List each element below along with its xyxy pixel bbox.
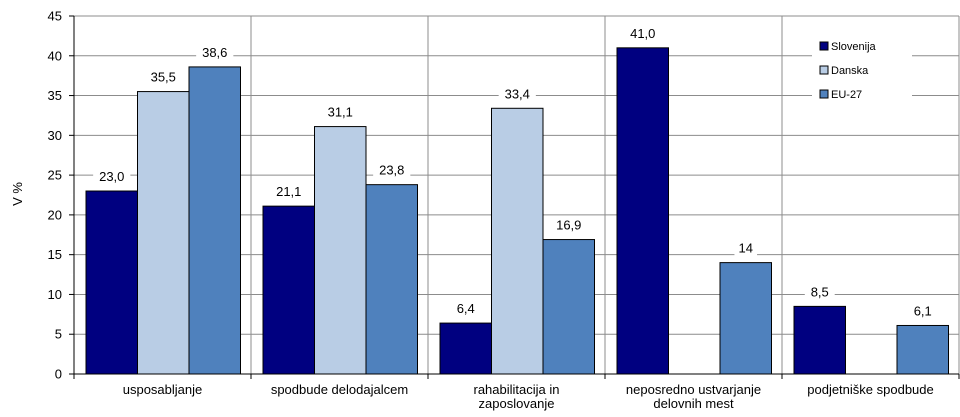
- data-label-bg: [93, 169, 131, 186]
- x-category-label-line: rahabilitacija in: [474, 382, 560, 397]
- bar-slovenija-4: [793, 305, 846, 375]
- x-category-label: usposabljanje: [123, 382, 203, 397]
- data-label-bg: [624, 25, 662, 42]
- bar-eu-27-3: [719, 262, 772, 375]
- legend-swatch-slovenija: [819, 41, 829, 51]
- data-label: 6,1: [914, 303, 932, 318]
- axes: 0 5 10 15 20 25 30 35 40 45 usposabljanje spodbude …: [48, 9, 960, 411]
- data-label: 23,0: [99, 169, 124, 184]
- data-label: 16,9: [556, 218, 581, 233]
- data-label: 14: [739, 241, 753, 256]
- data-label: 21,1: [276, 184, 301, 199]
- data-label: 31,1: [328, 105, 353, 120]
- bar-danska-2: [491, 107, 544, 375]
- x-category-label-line: neposredno ustvarjanje: [626, 382, 761, 397]
- y-tick-label: 25: [48, 168, 62, 183]
- x-category-label-line: spodbude delodajalcem: [271, 382, 408, 397]
- legend-label: Danska: [831, 65, 869, 77]
- data-label-bg: [498, 86, 536, 103]
- legend-label: EU-27: [831, 89, 862, 101]
- x-category-label-line: podjetniške spodbude: [807, 382, 934, 397]
- bar-eu-27-1: [365, 184, 418, 375]
- legend-label: Slovenija: [831, 41, 877, 53]
- bar-slovenija-0: [85, 190, 138, 375]
- bar-danska-0: [137, 91, 190, 375]
- data-label: 33,4: [505, 86, 530, 101]
- bar-slovenija-1: [262, 205, 315, 375]
- data-label-bg: [550, 217, 588, 234]
- x-category-label: podjetniške spodbude: [807, 382, 934, 397]
- y-tick-label: 40: [48, 48, 62, 63]
- data-label-bg: [196, 44, 234, 61]
- data-label: 8,5: [811, 284, 829, 299]
- y-tick-label: 10: [48, 287, 62, 302]
- data-label: 23,8: [379, 163, 404, 178]
- legend-box: [812, 36, 912, 134]
- y-tick-label: 5: [55, 327, 62, 342]
- data-label: 41,0: [630, 26, 655, 41]
- x-category-label: spodbude delodajalcem: [271, 382, 408, 397]
- y-tick-label: 0: [55, 367, 62, 382]
- bar-eu-27-0: [188, 66, 241, 375]
- x-category-label-line: zaposlovanje: [479, 396, 555, 411]
- bar-eu-27-4: [896, 324, 949, 375]
- data-labels: 23,0 21,1 6,4 41,0 8,5 35,5 31,1 33,4 38,6 23,8 16…: [93, 25, 938, 320]
- x-category-label: neposredno ustvarjanje delovnih mest: [626, 382, 761, 411]
- y-tick-label: 45: [48, 9, 62, 24]
- data-label: 38,6: [202, 45, 227, 60]
- y-tick-label: 20: [48, 207, 62, 222]
- x-category-label-line: usposabljanje: [123, 382, 203, 397]
- data-label: 35,5: [151, 70, 176, 85]
- bar-slovenija-3: [616, 47, 669, 375]
- data-label-bg: [373, 162, 411, 179]
- data-label-bg: [907, 303, 938, 320]
- data-label-bg: [734, 240, 758, 257]
- y-tick-label: 15: [48, 247, 62, 262]
- data-label: 6,4: [457, 301, 475, 316]
- data-label-bg: [144, 69, 182, 86]
- y-axis-title: V %: [10, 182, 25, 206]
- x-category-label: rahabilitacija in zaposlovanje: [474, 382, 560, 411]
- data-label-bg: [270, 184, 308, 201]
- bar-eu-27-2: [542, 239, 595, 375]
- bar-slovenija-2: [439, 322, 492, 375]
- bars: [85, 47, 949, 375]
- data-label-bg: [804, 284, 835, 301]
- data-label-bg: [321, 104, 359, 121]
- y-tick-label: 35: [48, 88, 62, 103]
- bar-danska-1: [314, 126, 367, 375]
- x-category-label-line: delovnih mest: [653, 396, 734, 411]
- data-label-bg: [450, 301, 481, 318]
- legend: Slovenija Danska EU-27: [812, 36, 912, 134]
- legend-swatch-eu-27: [819, 89, 829, 99]
- y-tick-label: 30: [48, 128, 62, 143]
- legend-swatch-danska: [819, 65, 829, 75]
